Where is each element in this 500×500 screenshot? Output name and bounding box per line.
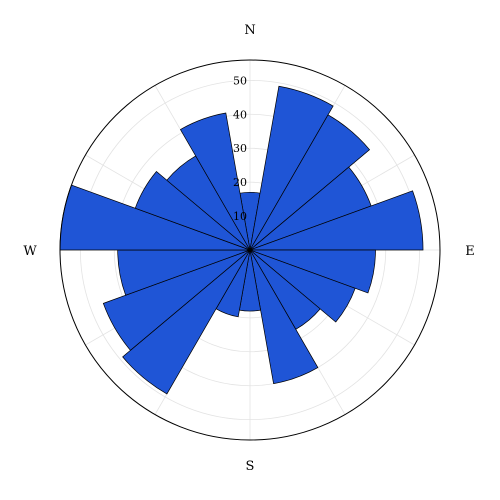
rose-bar-100 bbox=[249, 249, 376, 294]
rose-bar-20 bbox=[249, 85, 334, 251]
rose-bar-240 bbox=[102, 249, 251, 351]
rose-bar-80 bbox=[249, 190, 424, 251]
direction-label-n: N bbox=[244, 23, 255, 38]
radial-tick-label-10: 10 bbox=[233, 210, 247, 223]
radial-tick-labels: 10 20 30 40 50 bbox=[233, 74, 247, 223]
rose-bar-220 bbox=[122, 249, 251, 395]
bars-layer bbox=[59, 85, 424, 395]
direction-label-e: E bbox=[465, 244, 475, 259]
rose-bar-300 bbox=[134, 170, 251, 251]
rose-bar-160 bbox=[249, 249, 319, 385]
rose-bar-340 bbox=[179, 112, 251, 251]
direction-label-s: S bbox=[246, 459, 255, 474]
radial-tick-label-40: 40 bbox=[233, 108, 247, 121]
rose-bar-120 bbox=[249, 249, 356, 323]
radial-tick-label-20: 20 bbox=[233, 176, 247, 189]
radial-tick-label-30: 30 bbox=[233, 142, 247, 155]
rose-bar-40 bbox=[249, 114, 371, 251]
radial-tick-label-50: 50 bbox=[233, 74, 247, 87]
outer-ring bbox=[59, 59, 441, 441]
direction-label-w: W bbox=[23, 244, 37, 259]
